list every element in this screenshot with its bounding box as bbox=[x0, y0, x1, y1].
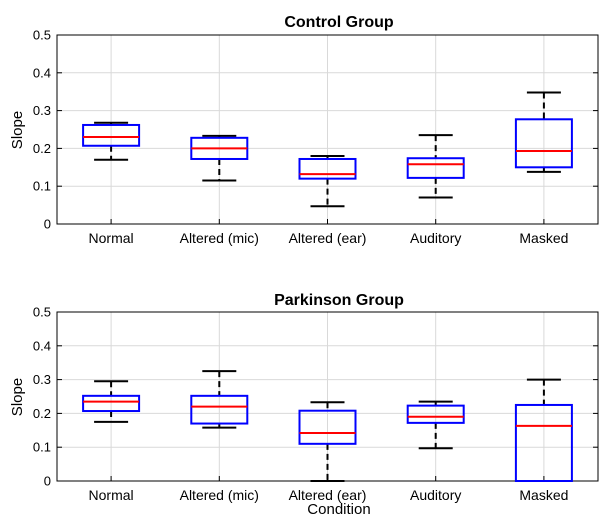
y-tick-label: 0.5 bbox=[33, 305, 51, 320]
x-tick-label: Altered (ear) bbox=[289, 230, 367, 246]
box-plot-1 bbox=[190, 134, 249, 182]
x-tick-label: Normal bbox=[89, 487, 134, 503]
iqr-box bbox=[514, 403, 573, 483]
box-plot-2 bbox=[298, 154, 357, 208]
box-plot-3 bbox=[406, 134, 465, 199]
control-group-panel: Control Group Slope 0 0.1 0.2 0.3 0.4 0.5 Norm… bbox=[9, 14, 599, 246]
x-tick-label: Altered (mic) bbox=[180, 230, 259, 246]
iqr-box bbox=[406, 404, 465, 424]
box-plot-1 bbox=[190, 370, 249, 429]
y-tick-label: 0.4 bbox=[33, 65, 51, 80]
y-tick-label: 0.2 bbox=[33, 406, 51, 421]
y-tick-label: 0.3 bbox=[33, 103, 51, 118]
y-tick-label: 0 bbox=[44, 474, 51, 489]
x-tick-label: Masked bbox=[519, 487, 568, 503]
x-axis-label: Condition bbox=[307, 501, 370, 518]
chart-title: Parkinson Group bbox=[274, 292, 404, 309]
x-tick-label: Altered (mic) bbox=[180, 487, 259, 503]
y-axis-label: Slope bbox=[9, 378, 26, 416]
parkinson-group-panel: Parkinson Group Slope 0 0.1 0.2 0.3 0.4 0.5 No… bbox=[9, 292, 599, 503]
box-plot-4 bbox=[514, 91, 573, 173]
box-plot-0 bbox=[82, 380, 141, 423]
x-tick-label: Auditory bbox=[410, 487, 461, 503]
y-tick-label: 0.3 bbox=[33, 372, 51, 387]
x-tick-label: Normal bbox=[89, 230, 134, 246]
y-tick-label: 0 bbox=[44, 217, 51, 232]
box-plot-4 bbox=[514, 378, 573, 483]
y-tick-label: 0.4 bbox=[33, 338, 51, 353]
iqr-box bbox=[190, 394, 249, 425]
y-tick-label: 0.1 bbox=[33, 440, 51, 455]
x-tick-label: Auditory bbox=[410, 230, 461, 246]
y-tick-label: 0.2 bbox=[33, 141, 51, 156]
chart-title: Control Group bbox=[284, 14, 394, 31]
iqr-box bbox=[298, 409, 357, 445]
x-tick-label: Altered (ear) bbox=[289, 487, 367, 503]
iqr-box bbox=[298, 157, 357, 180]
iqr-box bbox=[406, 157, 465, 179]
box-plot-2 bbox=[298, 401, 357, 482]
x-tick-label: Masked bbox=[519, 230, 568, 246]
iqr-box bbox=[82, 123, 141, 147]
iqr-box bbox=[514, 118, 573, 169]
iqr-box bbox=[82, 394, 141, 413]
box-plot-3 bbox=[406, 400, 465, 450]
y-tick-label: 0.1 bbox=[33, 179, 51, 194]
y-tick-label: 0.5 bbox=[33, 28, 51, 43]
y-axis-label: Slope bbox=[9, 111, 26, 149]
box-plot-0 bbox=[82, 121, 141, 161]
